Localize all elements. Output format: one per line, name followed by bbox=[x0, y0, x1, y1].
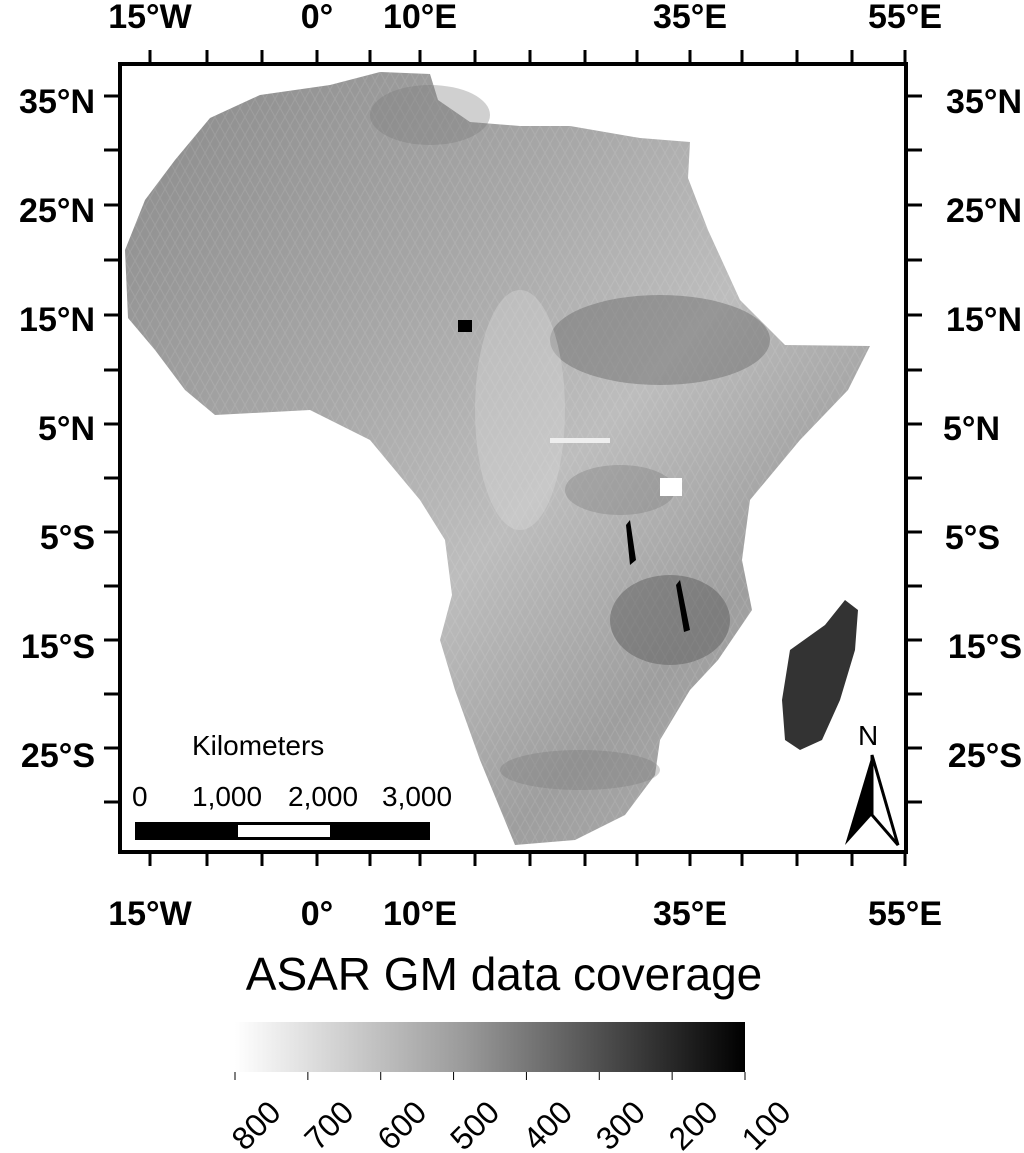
legend-tick-label: 500 bbox=[443, 1094, 506, 1153]
lon-label-top: 10°E bbox=[383, 0, 457, 36]
lat-label-left: 35°N bbox=[19, 83, 95, 121]
lat-label-right: 25°S bbox=[948, 737, 1022, 775]
legend-tick-label: 200 bbox=[662, 1094, 725, 1153]
scale-bar-tick-label: 2,000 bbox=[288, 781, 358, 812]
lat-label-left: 5°N bbox=[38, 410, 95, 448]
lon-label-top: 55°E bbox=[868, 0, 942, 36]
legend-colorbar bbox=[235, 1022, 745, 1072]
legend-tick-label: 300 bbox=[589, 1094, 652, 1153]
legend-ticks: 800 700 600 500 400 300 200 100 bbox=[224, 1072, 798, 1153]
lat-label-left: 25°N bbox=[19, 192, 95, 230]
scale-bar-title: Kilometers bbox=[192, 730, 324, 761]
scale-bar: Kilometers 0 1,000 2,000 3,000 bbox=[132, 730, 452, 840]
madagascar-landmass bbox=[782, 600, 858, 750]
legend-tick-label: 400 bbox=[516, 1094, 579, 1153]
lon-label-bottom: 55°E bbox=[868, 895, 942, 933]
lon-label-bottom: 15°W bbox=[108, 895, 192, 933]
lat-label-right: 15°S bbox=[948, 628, 1022, 666]
africa-landmass bbox=[125, 72, 870, 845]
lon-label-bottom: 10°E bbox=[383, 895, 457, 933]
north-arrow-label: N bbox=[858, 720, 878, 751]
north-arrow-icon: N bbox=[845, 720, 900, 846]
lat-label-right: 15°N bbox=[946, 301, 1022, 339]
legend-tick-label: 600 bbox=[370, 1094, 433, 1153]
lat-label-right: 25°N bbox=[946, 192, 1022, 230]
lat-label-right: 5°N bbox=[943, 410, 1000, 448]
lat-label-right: 35°N bbox=[946, 83, 1022, 121]
lon-label-top: 0° bbox=[301, 0, 334, 36]
lat-label-left: 25°S bbox=[21, 737, 95, 775]
legend-title: ASAR GM data coverage bbox=[246, 948, 762, 1000]
legend-tick-label: 800 bbox=[224, 1094, 287, 1153]
lon-label-top: 35°E bbox=[653, 0, 727, 36]
scale-bar-tick-label: 3,000 bbox=[382, 781, 452, 812]
scale-bar-tick-label: 1,000 bbox=[192, 781, 262, 812]
lon-label-bottom: 35°E bbox=[653, 895, 727, 933]
scale-bar-tick-label: 0 bbox=[132, 781, 148, 812]
lat-label-left: 5°S bbox=[40, 519, 95, 557]
lat-label-left: 15°S bbox=[21, 628, 95, 666]
legend-tick-label: 700 bbox=[297, 1094, 360, 1153]
lon-label-bottom: 0° bbox=[301, 895, 334, 933]
scale-bar-segment bbox=[238, 825, 330, 837]
lat-label-right: 5°S bbox=[945, 519, 1000, 557]
lon-label-top: 15°W bbox=[108, 0, 192, 36]
lat-label-left: 15°N bbox=[19, 301, 95, 339]
legend-tick-label: 100 bbox=[734, 1094, 797, 1153]
graticule-ticks bbox=[104, 50, 922, 866]
